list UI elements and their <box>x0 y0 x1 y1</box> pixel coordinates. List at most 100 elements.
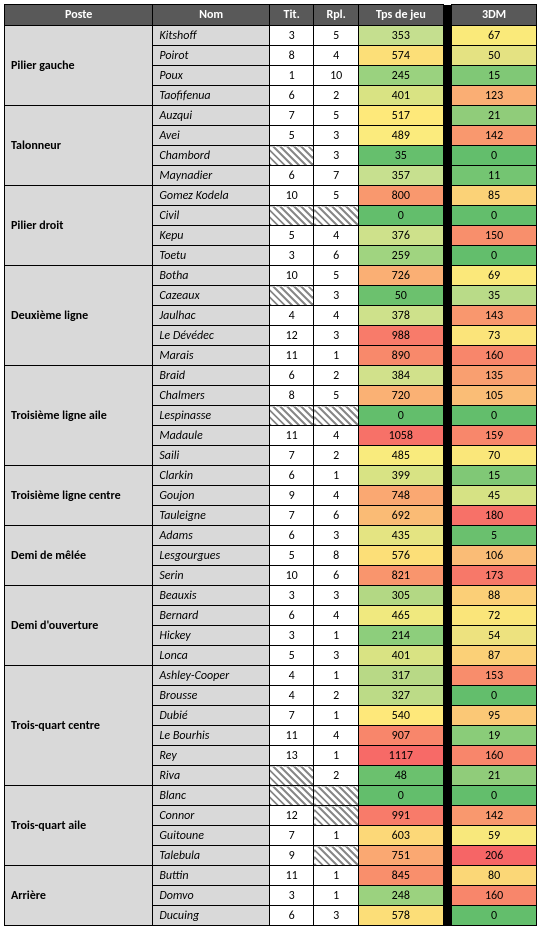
poste-cell: Troisième ligne aile <box>5 366 153 466</box>
poste-cell: Demi d'ouverture <box>5 586 153 666</box>
rpl-cell: 3 <box>314 906 359 926</box>
tit-cell <box>269 146 314 166</box>
rpl-cell: 4 <box>314 306 359 326</box>
tps-cell: 489 <box>358 126 443 146</box>
tit-cell: 5 <box>269 126 314 146</box>
tps-cell: 378 <box>358 306 443 326</box>
sep-cell <box>443 726 451 746</box>
sep-cell <box>443 186 451 206</box>
rpl-cell: 2 <box>314 366 359 386</box>
tit-cell: 10 <box>269 266 314 286</box>
tit-cell: 6 <box>269 166 314 186</box>
dm-cell: 45 <box>452 486 537 506</box>
nom-cell: Gomez Kodela <box>153 186 270 206</box>
tit-cell: 5 <box>269 226 314 246</box>
nom-cell: Brousse <box>153 686 270 706</box>
nom-cell: Serin <box>153 566 270 586</box>
sep-cell <box>443 686 451 706</box>
dm-cell: 15 <box>452 466 537 486</box>
rpl-cell: 3 <box>314 586 359 606</box>
sep-cell <box>443 46 451 66</box>
dm-cell: 11 <box>452 166 537 186</box>
tit-cell: 9 <box>269 846 314 866</box>
nom-cell: Hickey <box>153 626 270 646</box>
tit-cell: 7 <box>269 106 314 126</box>
tit-cell: 6 <box>269 466 314 486</box>
rpl-cell: 1 <box>314 886 359 906</box>
dm-cell: 180 <box>452 506 537 526</box>
tit-cell: 7 <box>269 826 314 846</box>
sep-cell <box>443 606 451 626</box>
dm-cell: 19 <box>452 726 537 746</box>
nom-cell: Talebula <box>153 846 270 866</box>
nom-cell: Connor <box>153 806 270 826</box>
tit-cell: 7 <box>269 506 314 526</box>
col-poste: Poste <box>5 5 153 26</box>
table-row: ArrièreButtin11184580 <box>5 866 537 886</box>
sep-cell <box>443 326 451 346</box>
rpl-cell <box>314 806 359 826</box>
rpl-cell: 10 <box>314 66 359 86</box>
rpl-cell: 1 <box>314 866 359 886</box>
sep-cell <box>443 126 451 146</box>
nom-cell: Riva <box>153 766 270 786</box>
dm-cell: 88 <box>452 586 537 606</box>
table-row: Demi de mêléeAdams634355 <box>5 526 537 546</box>
dm-cell: 143 <box>452 306 537 326</box>
rpl-cell: 5 <box>314 186 359 206</box>
tit-cell: 12 <box>269 326 314 346</box>
col-rpl: Rpl. <box>314 5 359 26</box>
rpl-cell: 3 <box>314 286 359 306</box>
rpl-cell: 6 <box>314 566 359 586</box>
tps-cell: 574 <box>358 46 443 66</box>
sep-cell <box>443 566 451 586</box>
dm-cell: 67 <box>452 26 537 46</box>
nom-cell: Kitshoff <box>153 26 270 46</box>
rpl-cell: 4 <box>314 426 359 446</box>
tps-cell: 50 <box>358 286 443 306</box>
tps-cell: 248 <box>358 886 443 906</box>
player-stats-table: Poste Nom Tit. Rpl. Tps de jeu 3DM Pilie… <box>4 4 537 926</box>
tit-cell <box>269 766 314 786</box>
rpl-cell: 2 <box>314 766 359 786</box>
tit-cell: 6 <box>269 906 314 926</box>
tps-cell: 1058 <box>358 426 443 446</box>
rpl-cell: 2 <box>314 686 359 706</box>
nom-cell: Ashley-Cooper <box>153 666 270 686</box>
nom-cell: Ducuing <box>153 906 270 926</box>
sep-cell <box>443 866 451 886</box>
dm-cell: 206 <box>452 846 537 866</box>
dm-cell: 135 <box>452 366 537 386</box>
tps-cell: 751 <box>358 846 443 866</box>
poste-cell: Demi de mêlée <box>5 526 153 586</box>
sep-cell <box>443 846 451 866</box>
tps-cell: 692 <box>358 506 443 526</box>
nom-cell: Avei <box>153 126 270 146</box>
tit-cell: 5 <box>269 546 314 566</box>
nom-cell: Guitoune <box>153 826 270 846</box>
tit-cell: 7 <box>269 446 314 466</box>
col-3dm: 3DM <box>452 5 537 26</box>
tps-cell: 305 <box>358 586 443 606</box>
nom-cell: Jaulhac <box>153 306 270 326</box>
tit-cell <box>269 406 314 426</box>
col-sep <box>443 5 451 26</box>
sep-cell <box>443 906 451 926</box>
table-body: Pilier gaucheKitshoff3535367Poirot845745… <box>5 26 537 926</box>
tit-cell: 3 <box>269 626 314 646</box>
rpl-cell: 1 <box>314 626 359 646</box>
table-row: Demi d'ouvertureBeauxis3330588 <box>5 586 537 606</box>
sep-cell <box>443 366 451 386</box>
sep-cell <box>443 446 451 466</box>
nom-cell: Taofifenua <box>153 86 270 106</box>
table-row: Pilier droitGomez Kodela10580085 <box>5 186 537 206</box>
sep-cell <box>443 226 451 246</box>
rpl-cell: 5 <box>314 106 359 126</box>
tps-cell: 603 <box>358 826 443 846</box>
tps-cell: 384 <box>358 366 443 386</box>
nom-cell: Tauleigne <box>153 506 270 526</box>
col-tps: Tps de jeu <box>358 5 443 26</box>
tit-cell: 6 <box>269 606 314 626</box>
header-row: Poste Nom Tit. Rpl. Tps de jeu 3DM <box>5 5 537 26</box>
sep-cell <box>443 86 451 106</box>
